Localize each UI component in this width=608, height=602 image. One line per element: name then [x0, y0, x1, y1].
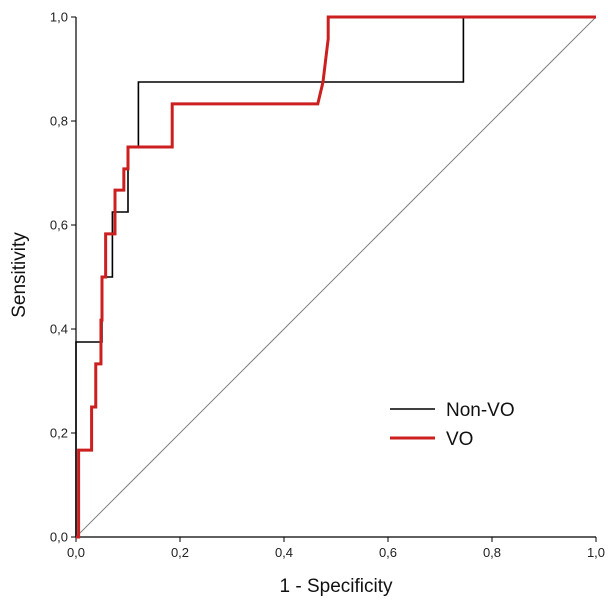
tick-marks	[71, 16, 597, 542]
x-axis-title: 1 - Specificity	[280, 576, 393, 597]
y-tick-label: 0,0	[50, 530, 68, 545]
y-tick-label: 0,8	[50, 114, 68, 129]
x-tick-label: 0,2	[171, 545, 189, 560]
x-tick-label: 1,0	[587, 545, 605, 560]
x-tick-label: 0,8	[483, 545, 501, 560]
x-tick-label: 0,0	[67, 545, 85, 560]
series-layer	[75, 15, 596, 539]
y-tick-label: 0,6	[50, 218, 68, 233]
x-tick-label: 0,6	[379, 545, 397, 560]
y-tick-label: 0,2	[50, 426, 68, 441]
reference-diagonal	[75, 16, 597, 538]
reference-line	[75, 16, 597, 538]
tick-labels: 0,0 0,2 0,4 0,6 0,8 1,0 0,0 0,2 0,4 0,6 0,8 1,0	[50, 10, 605, 561]
series-line-vo	[76, 15, 596, 539]
legend-label-vo: VO	[446, 429, 473, 450]
y-axis-title: Sensitivity	[9, 232, 30, 318]
legend-label-non-vo: Non-VO	[446, 400, 515, 421]
y-tick-label: 0,4	[50, 322, 68, 337]
y-tick-label: 1,0	[50, 10, 68, 25]
legend: Non-VO VO	[390, 400, 515, 450]
x-tick-label: 0,4	[275, 545, 293, 560]
